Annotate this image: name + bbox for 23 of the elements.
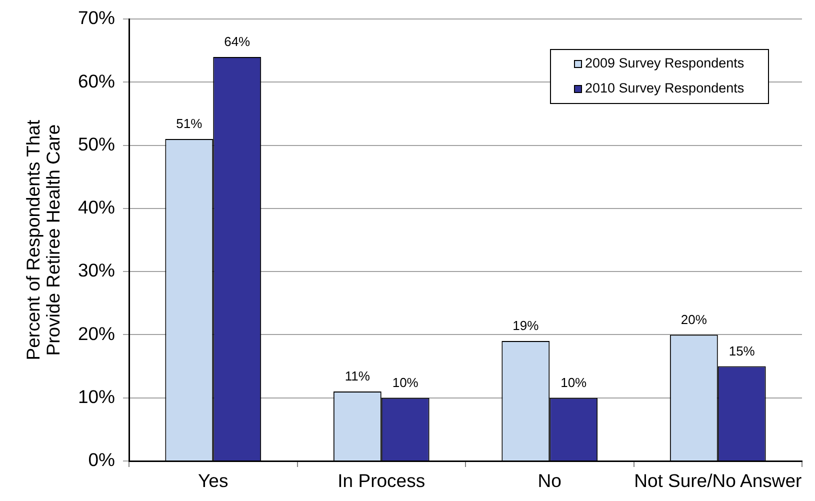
y-tick-label: 50% (78, 133, 115, 154)
data-label: 19% (512, 318, 540, 334)
y-axis-title: Percent of Respondents That Provide Retiree Health Care (22, 120, 64, 360)
y-tick-label: 20% (78, 322, 115, 344)
y-tick-label: 70% (78, 7, 115, 28)
legend-label: 2009 Survey Respondents (585, 56, 744, 71)
x-tick-label: Yes (198, 470, 228, 492)
data-label: 15% (728, 343, 756, 358)
y-tick-label: 60% (78, 70, 115, 92)
data-label: 10% (560, 374, 588, 390)
legend-label: 2010 Survey Respondents (585, 80, 744, 96)
x-tick-label: In Process (338, 470, 426, 492)
data-label: 51% (176, 116, 203, 132)
data-label: 10% (392, 374, 419, 390)
y-tick-label: 0% (88, 449, 115, 470)
x-tick-label: No (538, 470, 562, 492)
data-label: 11% (344, 368, 370, 384)
data-label: 64% (224, 34, 251, 50)
data-label: 20% (680, 312, 708, 327)
y-tick-label: 10% (78, 386, 115, 407)
y-tick-label: 40% (78, 196, 115, 218)
y-tick-label: 30% (78, 260, 115, 281)
x-tick-label: Not Sure/No Answer (634, 470, 802, 492)
